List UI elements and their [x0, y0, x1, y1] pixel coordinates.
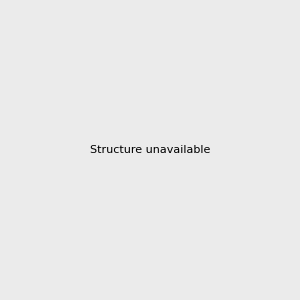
Text: Structure unavailable: Structure unavailable — [90, 145, 210, 155]
